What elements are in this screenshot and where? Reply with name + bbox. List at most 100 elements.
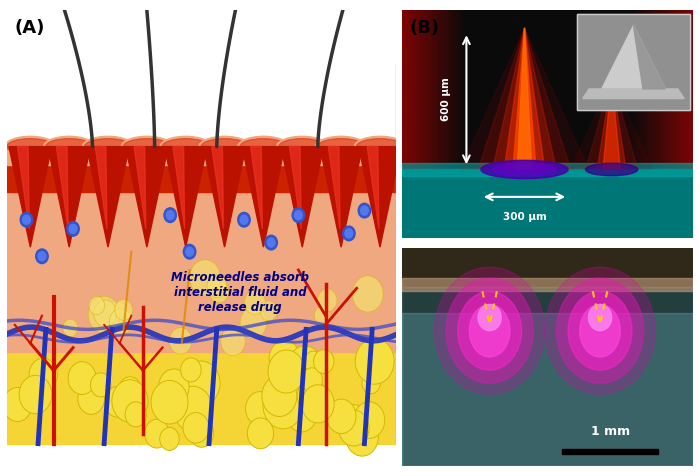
- Circle shape: [112, 380, 148, 422]
- Circle shape: [78, 383, 104, 415]
- Circle shape: [19, 375, 52, 414]
- Circle shape: [247, 418, 274, 449]
- Polygon shape: [517, 28, 532, 169]
- Ellipse shape: [121, 136, 172, 157]
- Circle shape: [343, 226, 355, 241]
- Circle shape: [360, 206, 368, 215]
- Circle shape: [280, 367, 309, 401]
- Polygon shape: [478, 28, 571, 169]
- Polygon shape: [602, 26, 665, 89]
- Ellipse shape: [43, 136, 94, 157]
- Text: (A): (A): [14, 19, 44, 37]
- Circle shape: [302, 368, 323, 392]
- Bar: [402, 169, 693, 238]
- Polygon shape: [18, 147, 29, 229]
- Text: 300 μm: 300 μm: [503, 212, 547, 222]
- Ellipse shape: [458, 291, 522, 370]
- Ellipse shape: [580, 305, 620, 357]
- Circle shape: [240, 307, 267, 338]
- Circle shape: [181, 358, 201, 382]
- Ellipse shape: [162, 139, 209, 155]
- Ellipse shape: [545, 267, 655, 394]
- Polygon shape: [571, 78, 652, 169]
- Polygon shape: [134, 147, 146, 229]
- Ellipse shape: [240, 139, 287, 155]
- Circle shape: [160, 427, 179, 450]
- Circle shape: [352, 276, 383, 312]
- Circle shape: [262, 376, 297, 416]
- Circle shape: [183, 361, 220, 406]
- Circle shape: [118, 377, 141, 404]
- Circle shape: [107, 301, 127, 324]
- Polygon shape: [597, 78, 626, 169]
- Ellipse shape: [568, 291, 632, 370]
- Circle shape: [304, 351, 323, 373]
- Bar: [577, 14, 690, 110]
- Ellipse shape: [201, 139, 248, 155]
- Polygon shape: [513, 28, 536, 169]
- Polygon shape: [367, 147, 379, 229]
- Circle shape: [183, 244, 196, 259]
- Polygon shape: [634, 26, 665, 89]
- Bar: [402, 163, 693, 176]
- Circle shape: [38, 252, 46, 261]
- Circle shape: [339, 410, 369, 446]
- Text: (B): (B): [410, 19, 440, 37]
- Circle shape: [340, 405, 368, 438]
- Circle shape: [174, 387, 212, 432]
- Circle shape: [109, 308, 132, 335]
- Ellipse shape: [276, 136, 328, 157]
- Polygon shape: [582, 89, 684, 99]
- Bar: [577, 14, 690, 110]
- Polygon shape: [585, 78, 638, 169]
- Polygon shape: [461, 28, 589, 169]
- Circle shape: [20, 212, 33, 227]
- Ellipse shape: [585, 163, 638, 176]
- Polygon shape: [289, 147, 301, 229]
- Circle shape: [3, 387, 32, 422]
- Polygon shape: [251, 147, 262, 229]
- Ellipse shape: [493, 163, 556, 176]
- Circle shape: [246, 392, 274, 426]
- Circle shape: [362, 372, 380, 394]
- Circle shape: [145, 419, 169, 448]
- Bar: [402, 278, 693, 291]
- Circle shape: [220, 327, 245, 356]
- Ellipse shape: [446, 278, 533, 383]
- Circle shape: [159, 369, 189, 405]
- Circle shape: [90, 373, 111, 397]
- Circle shape: [288, 346, 322, 387]
- Circle shape: [115, 299, 132, 320]
- Ellipse shape: [7, 139, 54, 155]
- Circle shape: [29, 358, 57, 392]
- Circle shape: [167, 210, 174, 220]
- Ellipse shape: [160, 136, 211, 157]
- Bar: [7, 142, 395, 165]
- Polygon shape: [211, 147, 223, 229]
- Polygon shape: [358, 147, 401, 247]
- Circle shape: [346, 418, 378, 456]
- Circle shape: [302, 385, 334, 423]
- Circle shape: [169, 327, 192, 354]
- Text: 600 μm: 600 μm: [441, 77, 451, 120]
- Circle shape: [295, 210, 302, 220]
- Circle shape: [265, 235, 277, 250]
- Polygon shape: [95, 147, 107, 229]
- Circle shape: [345, 229, 353, 238]
- Circle shape: [358, 203, 370, 218]
- Ellipse shape: [478, 305, 501, 331]
- Polygon shape: [9, 147, 52, 247]
- Ellipse shape: [85, 139, 132, 155]
- Bar: [402, 248, 693, 287]
- Circle shape: [314, 349, 334, 374]
- Polygon shape: [203, 147, 246, 247]
- Ellipse shape: [279, 139, 326, 155]
- Polygon shape: [320, 147, 363, 247]
- Circle shape: [355, 338, 394, 384]
- Ellipse shape: [199, 136, 250, 157]
- Polygon shape: [173, 147, 185, 229]
- Circle shape: [207, 275, 227, 298]
- Circle shape: [105, 387, 131, 417]
- Ellipse shape: [5, 136, 56, 157]
- Text: 1 mm: 1 mm: [591, 425, 630, 438]
